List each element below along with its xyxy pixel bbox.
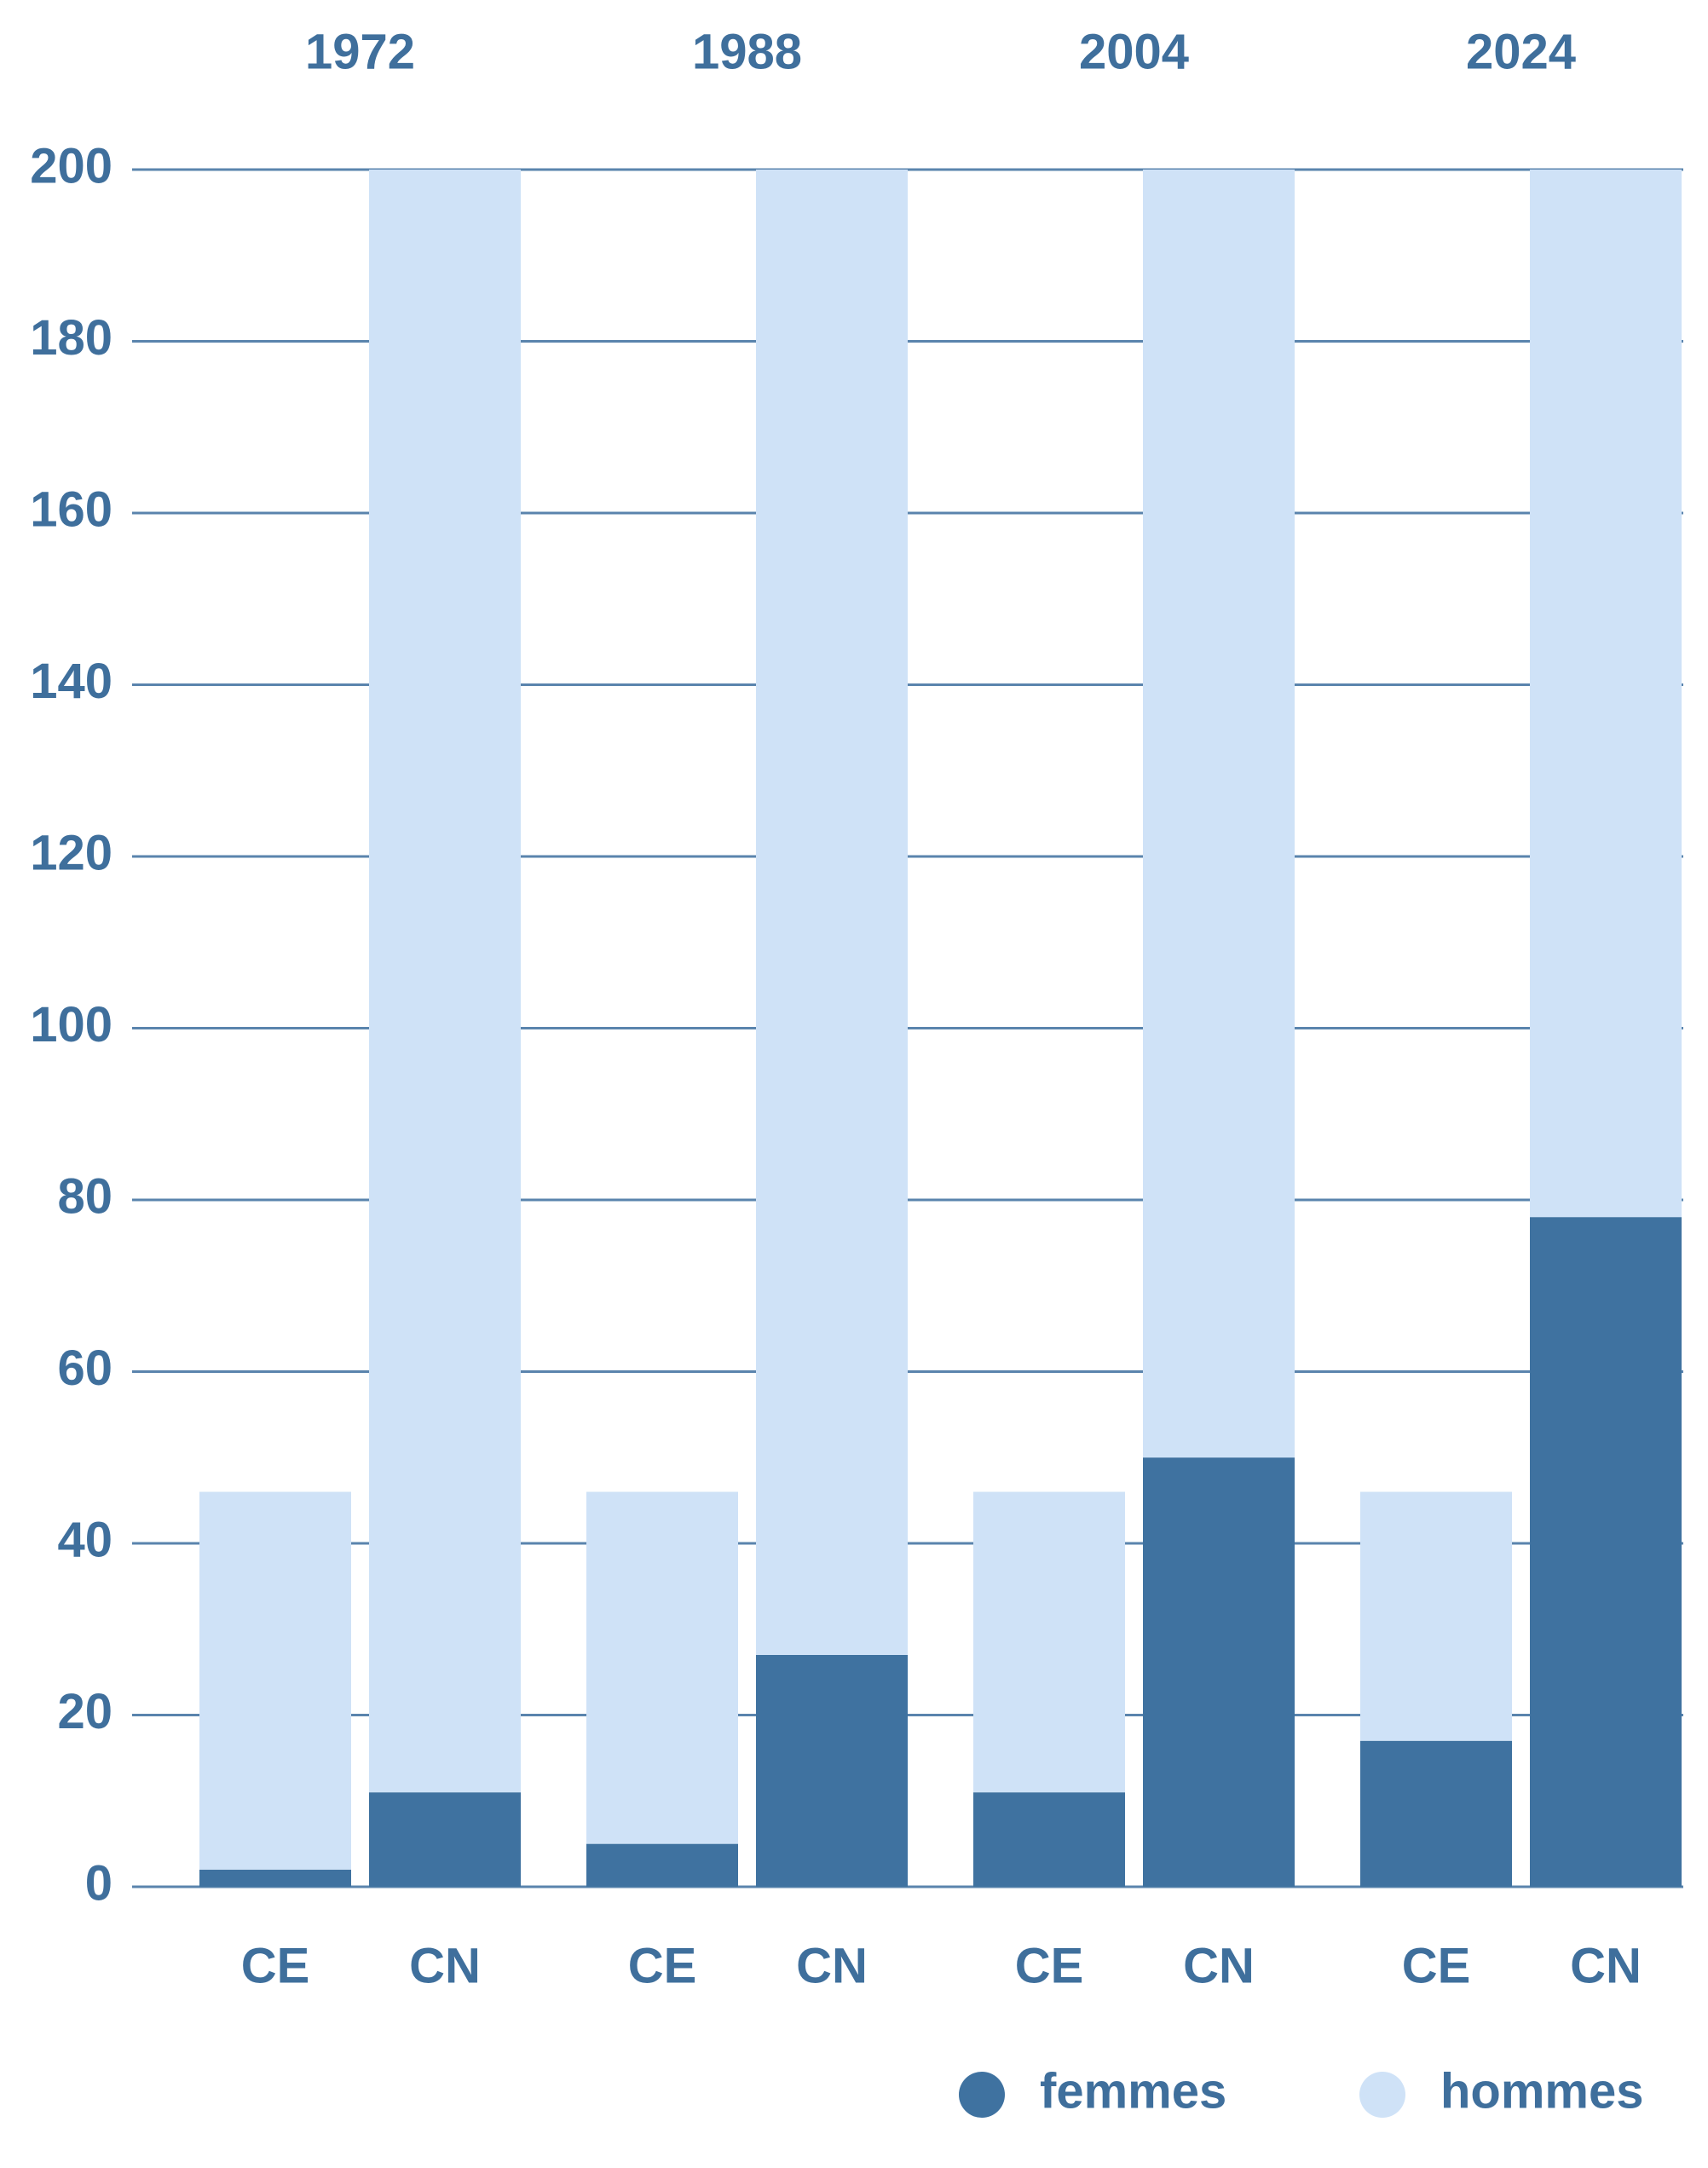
legend-label: femmes — [1040, 2063, 1226, 2119]
group-label: 2004 — [1079, 24, 1189, 79]
x-tick-label: CE — [241, 1938, 310, 1993]
y-tick-label: 0 — [85, 1855, 113, 1911]
x-tick-label: CN — [409, 1938, 481, 1993]
group-label: 1972 — [305, 24, 415, 79]
x-tick-label: CN — [796, 1938, 868, 1993]
bar-segment — [1530, 1217, 1682, 1887]
bar-segment — [369, 1792, 521, 1887]
bar-segment — [199, 1869, 351, 1887]
bar-segment — [1360, 1491, 1512, 1741]
x-tick-label: CE — [1015, 1938, 1084, 1993]
bar-segment — [586, 1491, 738, 1844]
x-tick-label: CE — [1402, 1938, 1471, 1993]
group-label: 1988 — [692, 24, 802, 79]
bar-segment — [1143, 170, 1295, 1458]
bar-segment — [1360, 1740, 1512, 1887]
bar-segment — [369, 170, 521, 1793]
bar-segment — [756, 1654, 908, 1887]
y-tick-label: 120 — [30, 825, 113, 880]
x-tick-label: CN — [1183, 1938, 1255, 1993]
y-tick-label: 20 — [57, 1684, 113, 1739]
y-tick-label: 80 — [57, 1168, 113, 1224]
y-tick-label: 100 — [30, 997, 113, 1052]
legend-swatch — [959, 2072, 1005, 2118]
bar-segment — [586, 1843, 738, 1887]
bar-segment — [199, 1491, 351, 1870]
x-tick-label: CN — [1570, 1938, 1642, 1993]
bar-segment — [1143, 1457, 1295, 1887]
group-label: 2024 — [1466, 24, 1576, 79]
legend-swatch — [1359, 2072, 1405, 2118]
legend-label: hommes — [1440, 2063, 1644, 2119]
y-tick-label: 140 — [30, 654, 113, 709]
y-tick-label: 160 — [30, 481, 113, 537]
bar-segment — [1530, 170, 1682, 1218]
bar-segment — [973, 1491, 1125, 1793]
bar-segment — [973, 1792, 1125, 1887]
y-tick-label: 40 — [57, 1512, 113, 1567]
bar-segment — [756, 170, 908, 1655]
x-tick-label: CE — [628, 1938, 697, 1993]
y-tick-label: 200 — [30, 138, 113, 193]
y-tick-label: 180 — [30, 310, 113, 366]
y-tick-label: 60 — [57, 1341, 113, 1396]
